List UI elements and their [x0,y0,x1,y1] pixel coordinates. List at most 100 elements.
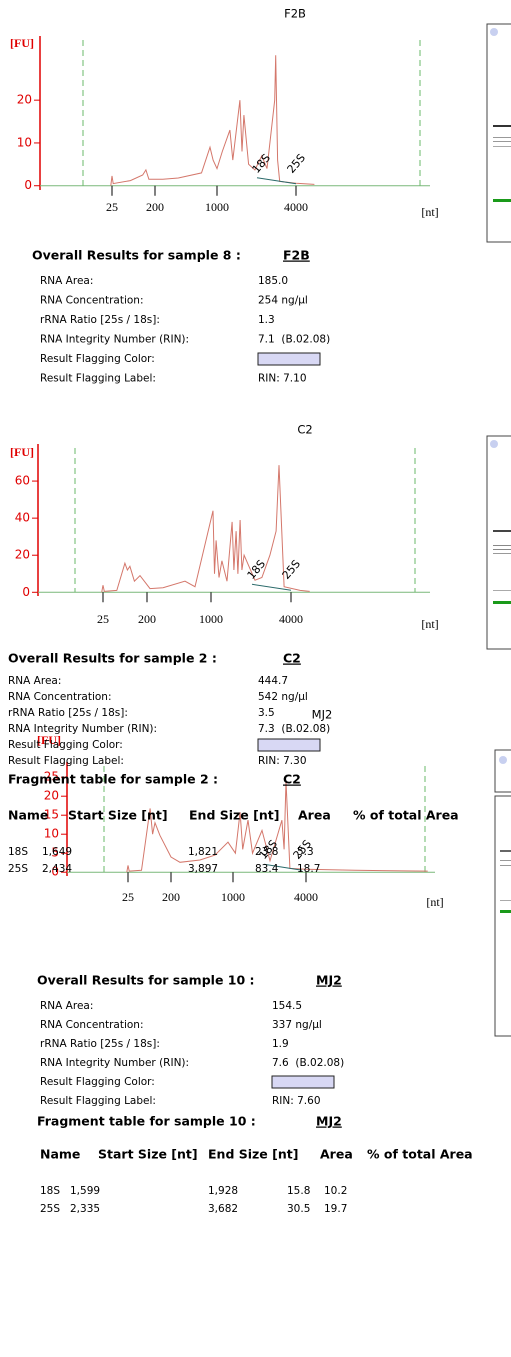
result-label: RNA Area: [8,675,61,687]
x-tick-label: 25 [122,890,134,904]
result-label: Result Flagging Label: [40,1095,156,1107]
result-label: Result Flagging Color: [8,739,123,751]
result-label: rRNA Ratio [25s / 18s]: [40,1038,160,1050]
table-header: Start Size [nt] [68,808,168,823]
peak-annotation: 18S [245,557,268,581]
results-heading: Overall Results for sample 8 : [32,248,241,263]
baseline-segment [257,178,296,184]
sample-name: C2 [283,772,301,787]
result-label: RNA Concentration: [8,691,112,703]
gel-image [495,796,511,1036]
sample-name: C2 [283,651,301,666]
result-label: RNA Integrity Number (RIN): [8,723,157,735]
result-label: Result Flagging Label: [40,373,156,385]
result-value: RIN: 7.60 [272,1095,321,1107]
table-cell: 3,897 [188,863,218,875]
y-tick-label: 10 [17,135,32,149]
table-header: Area [298,808,331,823]
table-cell: 83.4 [255,863,279,875]
table-cell: 18S [8,846,28,858]
table-cell: 1,599 [70,1185,100,1197]
result-value: 3.5 [258,707,275,719]
table-cell: 25S [8,863,28,875]
y-tick-label: 0 [22,585,30,599]
chart-title: MJ2 [312,708,333,722]
x-tick-label: 25 [106,200,118,214]
result-label: rRNA Ratio [25s / 18s]: [8,707,128,719]
table-cell: 18.7 [297,863,320,875]
x-tick-label: 200 [162,890,180,904]
result-label: RNA Area: [40,1000,93,1012]
y-tick-label: 20 [15,548,30,562]
results-heading: Overall Results for sample 2 : [8,651,217,666]
table-cell: 1,928 [208,1185,238,1197]
result-label: Result Flagging Label: [8,755,124,767]
table-cell: 25S [40,1203,60,1215]
x-tick-label: 1000 [205,200,229,214]
x-tick-label: 4000 [279,612,303,626]
y-tick-label: 20 [17,93,32,107]
sample-name: F2B [283,248,310,263]
result-value: 7.1 (B.02.08) [258,334,330,346]
table-cell: 3,682 [208,1203,238,1215]
page: F2B[FU]010202520010004000[nt]18S25SC2[FU… [0,0,511,1357]
table-header: Name [40,1147,80,1162]
gel-image [495,750,511,792]
result-label: Result Flagging Color: [40,353,155,365]
x-tick-label: 4000 [284,200,308,214]
result-label: RNA Concentration: [40,1019,144,1031]
peak-annotation: 25S [285,151,308,175]
table-cell: 30.5 [287,1203,310,1215]
results-heading: Overall Results for sample 10 : [37,973,255,988]
result-label: RNA Concentration: [40,295,144,307]
x-tick-label: 1000 [221,890,245,904]
chart-title: F2B [284,7,306,21]
x-axis-label: [nt] [421,617,438,631]
table-header: Start Size [nt] [98,1147,198,1162]
x-tick-label: 200 [146,200,164,214]
result-value: RIN: 7.30 [258,755,307,767]
trace [102,465,310,592]
peak-annotation: 18S [250,151,273,175]
table-header: % of total Area [367,1147,473,1162]
y-tick-label: 0 [24,178,32,192]
table-cell: 19.7 [324,1203,347,1215]
x-axis-label: [nt] [426,895,443,909]
table-cell: 1,821 [188,846,218,858]
fragment-heading: Fragment table for sample 2 : [8,772,218,787]
y-tick-label: 60 [15,474,30,488]
result-value: 1.9 [272,1038,289,1050]
table-cell: 2,434 [42,863,72,875]
y-tick-label: 20 [44,789,59,803]
result-value: 154.5 [272,1000,302,1012]
table-header: Area [320,1147,353,1162]
y-tick-label: 40 [15,511,30,525]
x-tick-label: 200 [138,612,156,626]
gel-image [487,436,511,649]
x-axis-label: [nt] [421,205,438,219]
result-value: 337 ng/µl [272,1019,322,1031]
gel-image [487,24,511,242]
table-header: % of total Area [353,808,459,823]
table-cell: 15.8 [287,1185,310,1197]
flag-color-box [272,1076,334,1088]
table-header: End Size [nt] [208,1147,298,1162]
table-cell: 10.2 [324,1185,347,1197]
sample-name: MJ2 [316,973,342,988]
result-value: 254 ng/µl [258,295,308,307]
trace [127,781,428,872]
result-label: Result Flagging Color: [40,1076,155,1088]
result-value: 185.0 [258,275,288,287]
result-label: rRNA Ratio [25s / 18s]: [40,314,160,326]
y-axis-label: [FU] [10,445,34,459]
x-tick-label: 1000 [199,612,223,626]
result-label: RNA Area: [40,275,93,287]
result-label: RNA Integrity Number (RIN): [40,334,189,346]
x-tick-label: 4000 [294,890,318,904]
chart-title: C2 [297,423,312,437]
y-axis-label: [FU] [10,36,34,50]
x-tick-label: 25 [97,612,109,626]
flag-color-box [258,739,320,751]
table-header: Name [8,808,48,823]
result-value: 542 ng/µl [258,691,308,703]
